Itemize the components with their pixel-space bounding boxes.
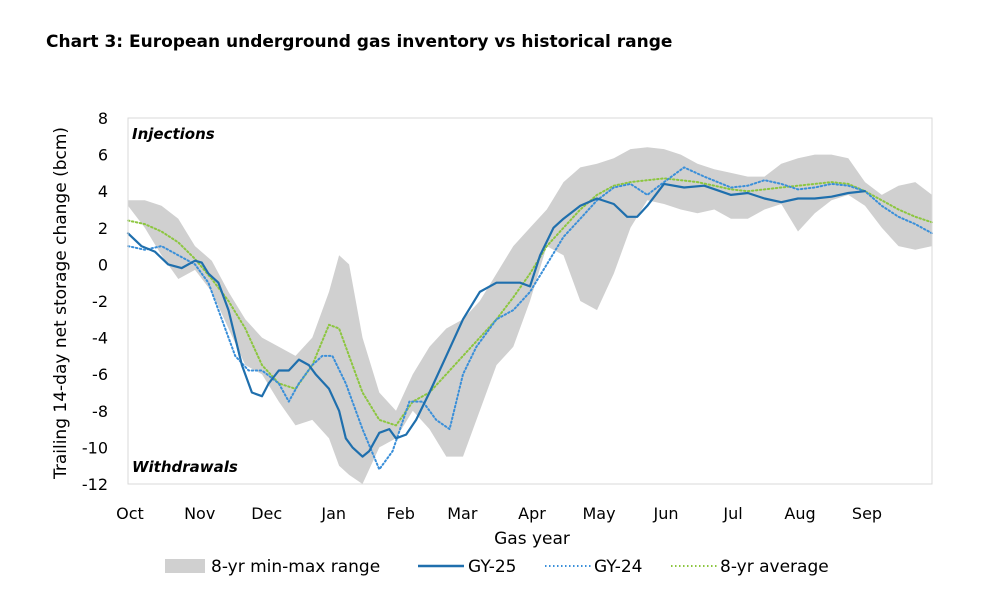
legend-label-8-yr-average: 8-yr average: [720, 557, 829, 577]
annotation-injections: Injections: [132, 125, 215, 143]
annotation-layer: Injections Withdrawals: [132, 125, 238, 476]
x-tick-label: Sep: [852, 504, 882, 523]
y-tick-label: 4: [98, 182, 108, 201]
chart-title: Chart 3: European underground gas invent…: [46, 32, 673, 52]
x-axis-label: Gas year: [494, 529, 570, 549]
y-tick-label: 2: [98, 219, 108, 238]
x-tick-label: Feb: [387, 504, 415, 523]
y-axis-label: Trailing 14-day net storage change (bcm): [51, 127, 71, 480]
x-tick-label: Dec: [251, 504, 282, 523]
legend-label-range: 8-yr min-max range: [211, 557, 380, 577]
y-tick-label: 6: [98, 146, 108, 165]
legend: 8-yr min-max range GY-25 GY-24 8-yr average: [165, 557, 829, 577]
x-tick-label: Jan: [320, 504, 346, 523]
y-tick-label: -4: [92, 329, 108, 348]
y-tick-label: -12: [82, 475, 108, 494]
y-tick-label: -6: [92, 365, 108, 384]
x-tick-label: Jun: [653, 504, 679, 523]
legend-label-gy-25: GY-25: [468, 557, 516, 577]
y-tick-label: -2: [92, 292, 108, 311]
plot-frame: [127, 117, 933, 485]
y-tick-label: -10: [82, 438, 108, 457]
y-tick-label: -8: [92, 402, 108, 421]
x-tick-label: Apr: [518, 504, 546, 523]
x-tick-label: Aug: [784, 504, 815, 523]
x-tick-label: Nov: [184, 504, 215, 523]
x-tick-label: Mar: [447, 504, 478, 523]
series-line-gy-24: [127, 166, 933, 471]
range-band: [128, 147, 932, 485]
legend-swatch-range: [165, 559, 205, 573]
x-tick-label: Oct: [116, 504, 144, 523]
legend-label-gy-24: GY-24: [594, 557, 642, 577]
y-tick-label: 0: [98, 255, 108, 274]
axes-layer: 8 6 4 2 0 -2 -4 -6 -8 -10 -12 Oct Nov Dec Jan Feb Mar Apr…: [51, 109, 933, 549]
annotation-withdrawals: Withdrawals: [132, 458, 238, 476]
y-tick-label: 8: [98, 109, 108, 128]
series-layer: [126, 166, 933, 471]
range-layer: [128, 147, 932, 485]
series-line-gy-25: [126, 182, 867, 458]
x-tick-label: May: [582, 504, 615, 523]
x-tick-label: Jul: [722, 504, 742, 523]
series-line-8-yr-average: [127, 177, 933, 427]
